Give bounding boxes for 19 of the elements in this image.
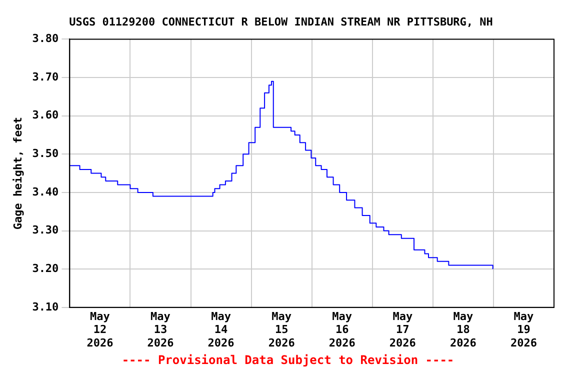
text: ---- Provisional Data Subject to Revision ---- xyxy=(120,353,456,367)
x-tick-label: May 15 2026 xyxy=(268,310,296,350)
chart-title: USGS 01129200 CONNECTICUT R BELOW INDIAN STREAM NR PITTSBURG, NH xyxy=(69,15,493,28)
x-tick-label: May 13 2026 xyxy=(147,310,174,350)
y-tick-label: 3.50 xyxy=(32,147,59,160)
x-tick-label: May 18 2026 xyxy=(450,310,477,350)
y-axis-title: Gage height, feet xyxy=(11,117,24,230)
y-tick-label: 3.70 xyxy=(32,70,59,84)
x-tick-label: May 14 2026 xyxy=(208,310,235,350)
y-tick-label: 3.10 xyxy=(32,300,59,314)
x-tick-label: May 12 2026 xyxy=(86,310,114,350)
y-tick-label: 3.80 xyxy=(32,32,59,46)
y-tick-label: 3.20 xyxy=(32,262,59,275)
y-tick-label: 3.40 xyxy=(32,185,59,198)
x-tick-label: May 19 2026 xyxy=(510,310,538,350)
x-tick-label: May 16 2026 xyxy=(328,310,356,350)
y-tick-label: 3.30 xyxy=(32,224,59,237)
x-tick-label: May 17 2026 xyxy=(389,310,416,350)
y-tick-label: 3.60 xyxy=(32,108,59,122)
